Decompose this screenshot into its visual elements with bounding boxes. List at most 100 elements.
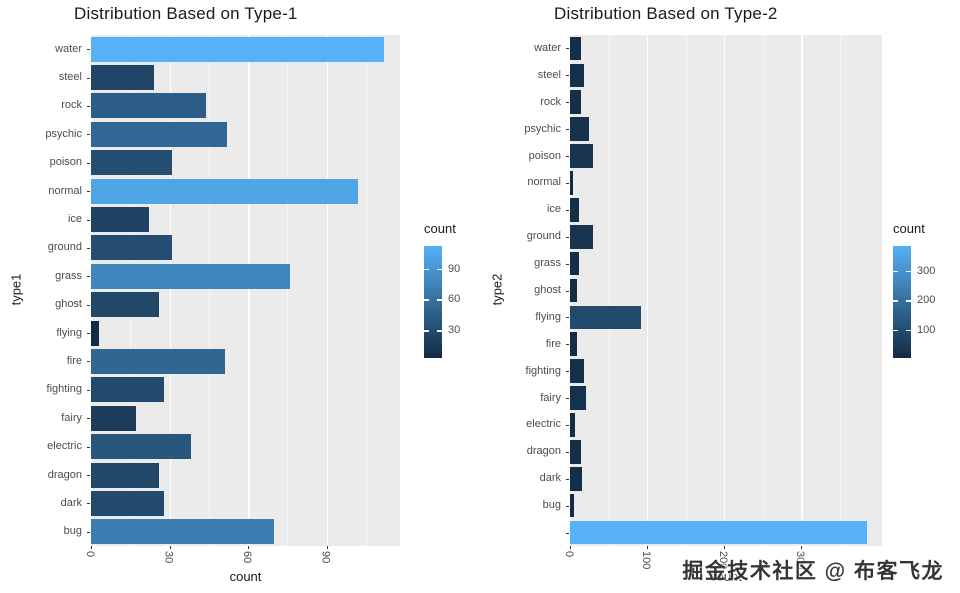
major-gridline: [169, 35, 171, 546]
legend-tick-label: 300: [917, 264, 936, 277]
y-tick-label: bug: [63, 525, 82, 538]
y-tick-mark: [87, 475, 90, 477]
x-tick-mark: [724, 546, 726, 549]
x-axis-title: count: [229, 569, 262, 584]
bar-poison: [570, 144, 594, 168]
y-tick-mark: [87, 333, 90, 335]
bar-bug: [570, 493, 574, 518]
y-tick-mark: [566, 371, 569, 373]
x-tick-mark: [248, 546, 250, 549]
y-tick-mark: [87, 105, 90, 107]
y-tick-mark: [566, 209, 569, 211]
x-tick-label: 0: [84, 551, 96, 558]
minor-gridline: [208, 35, 210, 546]
y-tick-mark: [566, 290, 569, 292]
y-tick-label: ground: [47, 241, 82, 254]
y-tick-mark: [566, 75, 569, 77]
y-tick-label: psychic: [524, 122, 561, 135]
y-tick-label: flying: [535, 310, 561, 323]
legend: count 30 60 90: [424, 221, 460, 358]
legend-tick-label: 30: [448, 324, 461, 337]
y-tick-mark: [87, 162, 90, 164]
x-tick-label: 30: [162, 551, 175, 564]
y-tick-mark: [87, 276, 90, 278]
y-tick-mark: [87, 446, 90, 448]
y-tick-mark: [566, 451, 569, 453]
legend-tick: [906, 270, 911, 273]
bar-fairy: [91, 405, 136, 431]
x-tick-label: 0: [563, 551, 575, 558]
y-tick-label: water: [534, 41, 561, 54]
y-tick-mark: [87, 389, 90, 391]
y-tick-mark: [566, 263, 569, 265]
y-tick-label: normal: [48, 184, 82, 197]
y-tick-label: ice: [546, 203, 561, 216]
y-tick-mark: [566, 505, 569, 507]
bar-ghost: [91, 292, 160, 318]
bar-dark: [570, 466, 583, 491]
y-tick-label: rock: [61, 99, 82, 112]
y-tick-label: dragon: [526, 445, 561, 458]
y-tick-label: fairy: [540, 391, 561, 404]
y-tick-label: fighting: [525, 364, 561, 377]
legend-tick: [906, 300, 911, 302]
bar-poison: [91, 150, 173, 176]
legend-tick: [437, 299, 442, 301]
watermark: 掘金技术社区 @ 布客飞龙: [682, 560, 944, 583]
y-tick-mark: [87, 418, 90, 420]
bar-flying: [570, 305, 641, 330]
major-gridline: [647, 35, 649, 546]
y-tick-label: fairy: [61, 411, 82, 424]
x-tick-label: 100: [640, 551, 653, 570]
bar-fire: [91, 348, 225, 374]
x-axis-title: count: [710, 569, 742, 584]
bar-fairy: [570, 386, 587, 410]
legend-tick: [424, 268, 429, 270]
major-gridline: [326, 35, 329, 546]
x-tick-label: 90: [319, 551, 332, 564]
bar-normal: [91, 178, 359, 204]
legend-tick: [893, 270, 898, 273]
y-tick-label: ghost: [534, 284, 561, 296]
y-tick-mark: [87, 247, 90, 249]
minor-gridline: [287, 35, 289, 546]
y-tick-mark: [87, 361, 90, 363]
bar-rock: [570, 90, 581, 115]
major-gridline: [91, 35, 93, 546]
y-tick-label: normal: [527, 176, 561, 189]
y-tick-mark: [566, 236, 569, 238]
x-tick-label: 60: [241, 551, 254, 564]
bar-grass: [91, 263, 291, 289]
y-tick-mark: [566, 532, 569, 534]
x-tick-mark: [570, 546, 571, 549]
y-tick-label: steel: [58, 71, 82, 84]
plot-panel: [91, 35, 400, 546]
y-tick-mark: [566, 102, 569, 104]
y-tick-mark: [566, 156, 569, 158]
minor-gridline: [839, 35, 841, 546]
y-tick-label: flying: [56, 326, 82, 339]
legend-tick-label: 200: [917, 294, 936, 307]
chart-title: Distribution Based on Type-1: [74, 4, 298, 23]
y-tick-mark: [87, 134, 90, 136]
x-tick-mark: [91, 546, 92, 549]
legend: count 100 200 300: [893, 221, 935, 358]
minor-gridline: [365, 35, 367, 546]
bar-ground: [570, 224, 594, 249]
y-tick-mark: [87, 191, 90, 193]
legend-tick-label: 90: [448, 262, 461, 275]
y-tick-mark: [87, 531, 90, 533]
legend-tick: [437, 268, 442, 270]
y-tick-label: grass: [55, 269, 82, 282]
bar-normal: [570, 171, 574, 195]
legend-gradient-bar: 100 200 300: [893, 246, 935, 358]
legend-title: count: [424, 221, 456, 236]
bar-psychic: [570, 117, 590, 141]
chart-title: Distribution Based on Type-2: [554, 4, 778, 23]
major-gridline: [248, 35, 250, 546]
bar-dragon: [91, 462, 160, 488]
bar-flying: [91, 320, 99, 346]
bar-steel: [91, 65, 154, 91]
